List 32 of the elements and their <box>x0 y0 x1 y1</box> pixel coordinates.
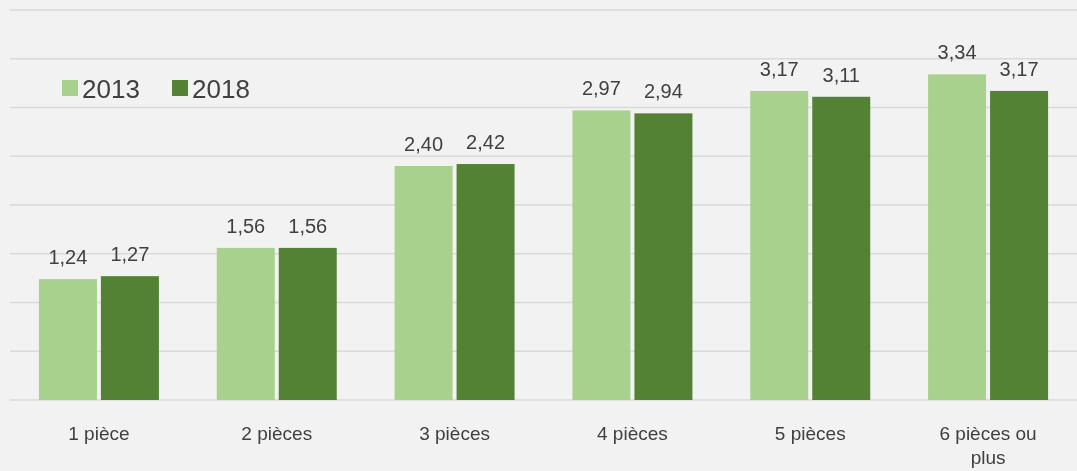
data-label: 3,17 <box>999 57 1039 80</box>
bar <box>990 90 1049 400</box>
data-label: 2,40 <box>404 133 444 155</box>
legend-label: 2018 <box>192 73 250 104</box>
bar <box>456 164 515 400</box>
x-tick-label: 5 pièces <box>774 423 846 444</box>
data-label: 2,97 <box>581 77 621 100</box>
legend-label: 2013 <box>82 73 140 104</box>
bar <box>812 96 871 400</box>
bar <box>38 279 97 400</box>
x-tick-label: 1 pièce <box>68 423 130 444</box>
x-tick-label: 3 pièces <box>419 423 490 444</box>
data-label: 1,56 <box>226 214 266 237</box>
data-label: 3,17 <box>759 57 799 80</box>
bar <box>394 166 453 400</box>
bar <box>216 247 275 400</box>
bar <box>572 110 631 400</box>
data-label: 2,94 <box>643 80 683 103</box>
data-label: 3,34 <box>937 41 977 64</box>
bar <box>928 74 987 400</box>
bar <box>100 276 159 400</box>
bar <box>634 113 693 400</box>
data-label: 2,42 <box>466 131 506 154</box>
x-tick-label: 2 pièces <box>241 423 313 444</box>
x-tick-label: 4 pièces <box>597 423 668 444</box>
data-label: 1,24 <box>48 246 88 269</box>
data-label: 1,56 <box>288 214 328 237</box>
bar <box>750 90 809 400</box>
data-label: 3,11 <box>822 63 860 86</box>
data-label: 1,27 <box>110 243 150 266</box>
bar <box>278 247 337 400</box>
x-tick-label: 6 pièces ou plus <box>939 423 1037 468</box>
